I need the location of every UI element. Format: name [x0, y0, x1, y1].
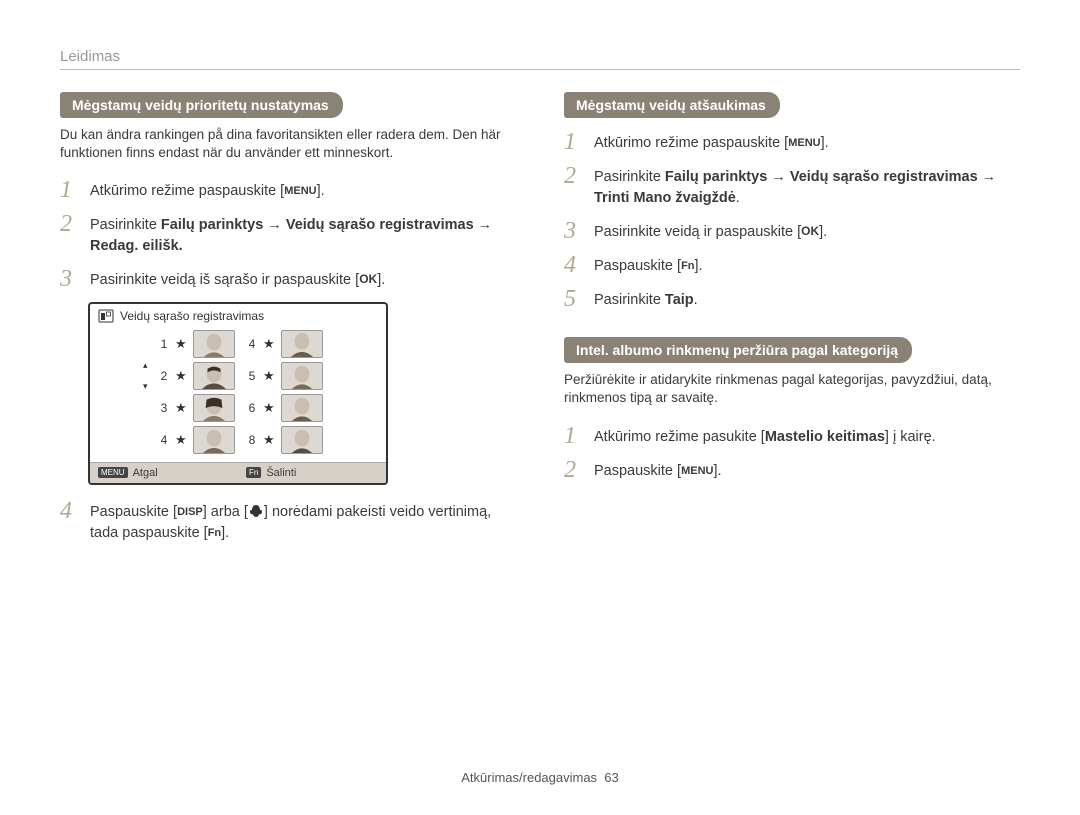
menu-key: MENU [681, 464, 713, 480]
bstep-2: 2 Paspauskite [MENU]. [564, 458, 1020, 482]
left-column: Mėgstamų veidų prioritetų nustatymas Du … [60, 92, 516, 554]
device-grid: 1★ 4★ ▴2▾★ 5★ 3★ 6★ 4★ [90, 326, 386, 462]
face-thumb [193, 426, 235, 454]
step-number: 5 [564, 287, 582, 311]
step-number: 3 [564, 219, 582, 243]
menu-key: MENU [284, 184, 316, 200]
device-footer: MENUAtgal FnŠalinti [90, 462, 386, 483]
step-number: 4 [60, 499, 78, 523]
step-number: 1 [60, 178, 78, 202]
step-2: 2 Pasirinkite Failų parinktys → Veidų są… [60, 212, 516, 257]
step-text: Atkūrimo režime paspauskite [MENU]. [90, 178, 325, 202]
step-number: 1 [564, 130, 582, 154]
intro-text-2: Peržiūrėkite ir atidarykite rinkmenas pa… [564, 371, 1020, 407]
step-number: 3 [60, 267, 78, 291]
rstep-2: 2 Pasirinkite Failų parinktys → Veidų są… [564, 164, 1020, 209]
right-column: Mėgstamų veidų atšaukimas 1 Atkūrimo rež… [564, 92, 1020, 554]
face-thumb [281, 426, 323, 454]
step-text: Pasirinkite Failų parinktys → Veidų sąra… [90, 212, 516, 257]
step-3: 3 Pasirinkite veidą iš sąrašo ir paspaus… [60, 267, 516, 291]
device-screenshot: Veidų sąrašo registravimas 1★ 4★ ▴2▾★ 5★… [88, 302, 388, 485]
step-number: 2 [564, 164, 582, 188]
face-thumb [193, 330, 235, 358]
pill-priority: Mėgstamų veidų prioritetų nustatymas [60, 92, 343, 118]
face-thumb [281, 362, 323, 390]
fn-key: Fn [208, 526, 221, 542]
step-1: 1 Atkūrimo režime paspauskite [MENU]. [60, 178, 516, 202]
device-title: Veidų sąrašo registravimas [90, 304, 386, 326]
fn-key-icon: Fn [246, 467, 261, 478]
step-number: 2 [60, 212, 78, 236]
step-text: Pasirinkite veidą ir paspauskite [OK]. [594, 219, 827, 243]
step-text: Atkūrimo režime pasukite [Mastelio keiti… [594, 424, 936, 448]
step-text: Paspauskite [DISP] arba [] norėdami pake… [90, 499, 516, 544]
step-number: 4 [564, 253, 582, 277]
step-text: Pasirinkite veidą iš sąrašo ir paspauski… [90, 267, 385, 291]
step-text: Paspauskite [Fn]. [594, 253, 703, 277]
face-thumb [193, 362, 235, 390]
macro-icon [248, 503, 264, 519]
pill-cancel: Mėgstamų veidų atšaukimas [564, 92, 780, 118]
rstep-3: 3 Pasirinkite veidą ir paspauskite [OK]. [564, 219, 1020, 243]
intro-text: Du kan ändra rankingen på dina favoritan… [60, 126, 516, 162]
face-thumb [281, 330, 323, 358]
fn-key: Fn [681, 259, 694, 275]
rstep-5: 5 Pasirinkite Taip. [564, 287, 1020, 311]
face-reg-icon [98, 309, 114, 323]
ok-key: OK [801, 223, 819, 240]
bstep-1: 1 Atkūrimo režime pasukite [Mastelio kei… [564, 424, 1020, 448]
menu-key-icon: MENU [98, 467, 128, 478]
disp-key: DISP [177, 505, 203, 521]
ok-key: OK [359, 271, 377, 288]
rstep-4: 4 Paspauskite [Fn]. [564, 253, 1020, 277]
face-thumb [281, 394, 323, 422]
step-4: 4 Paspauskite [DISP] arba [] norėdami pa… [60, 499, 516, 544]
step-text: Pasirinkite Taip. [594, 287, 698, 311]
step-number: 1 [564, 424, 582, 448]
step-text: Pasirinkite Failų parinktys → Veidų sąra… [594, 164, 1020, 209]
page-footer: Atkūrimas/redagavimas 63 [0, 770, 1080, 785]
step-text: Paspauskite [MENU]. [594, 458, 722, 482]
section-header: Leidimas [60, 48, 1020, 65]
rstep-1: 1 Atkūrimo režime paspauskite [MENU]. [564, 130, 1020, 154]
step-text: Atkūrimo režime paspauskite [MENU]. [594, 130, 829, 154]
pill-album: Intel. albumo rinkmenų peržiūra pagal ka… [564, 337, 912, 363]
header-rule [60, 69, 1020, 70]
face-thumb [193, 394, 235, 422]
menu-key: MENU [788, 136, 820, 152]
step-number: 2 [564, 458, 582, 482]
